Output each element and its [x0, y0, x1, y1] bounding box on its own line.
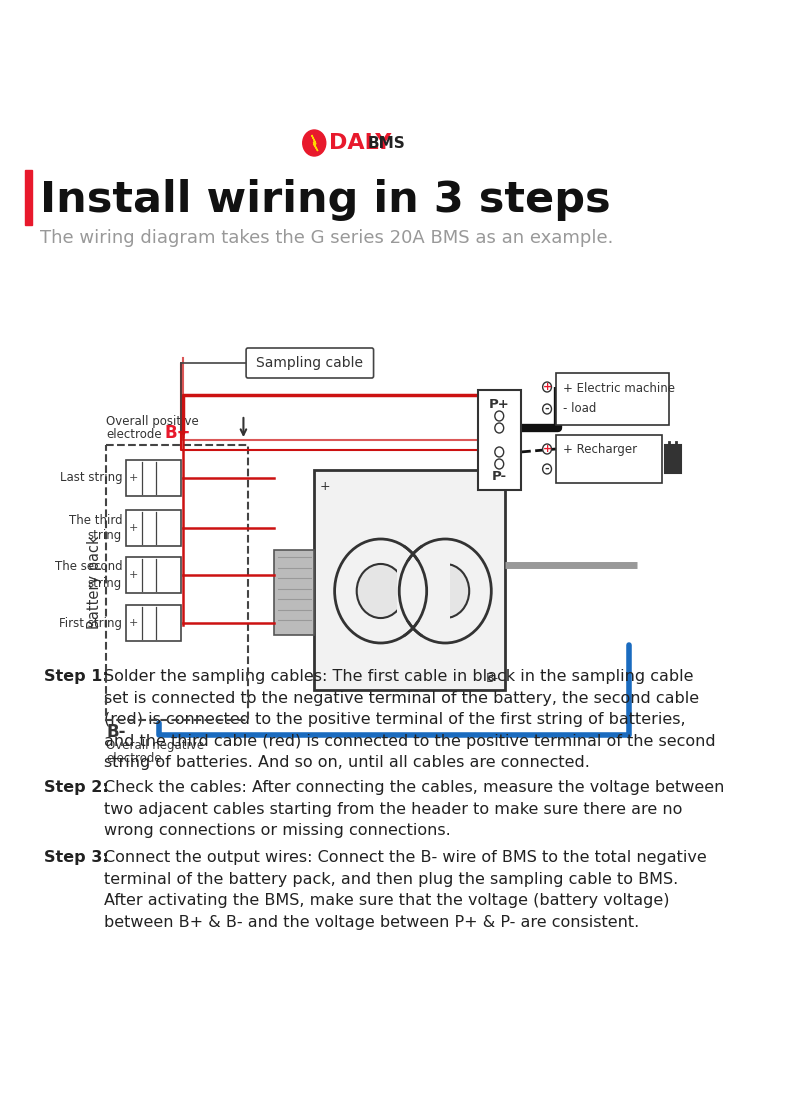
Text: Check the cables: After connecting the cables, measure the voltage between
two a: Check the cables: After connecting the c…	[105, 780, 725, 838]
Circle shape	[495, 459, 504, 469]
Text: +: +	[130, 473, 138, 483]
Text: The second
string: The second string	[54, 560, 122, 590]
Bar	[126, 605, 181, 641]
Text: -: -	[545, 404, 550, 414]
Bar	[126, 557, 181, 593]
Text: + Recharger: + Recharger	[563, 443, 637, 456]
Text: +: +	[319, 480, 330, 493]
Bar	[665, 445, 681, 473]
Circle shape	[495, 411, 504, 421]
Text: B-: B-	[106, 723, 126, 741]
Circle shape	[542, 383, 551, 392]
Bar	[126, 460, 181, 496]
Text: Overall positive: Overall positive	[106, 415, 199, 429]
Bar	[397, 561, 450, 621]
Circle shape	[422, 564, 470, 618]
Text: +: +	[130, 523, 138, 533]
Text: Connect the output wires: Connect the B- wire of BMS to the total negative
termi: Connect the output wires: Connect the B-…	[105, 850, 707, 929]
Circle shape	[495, 447, 504, 457]
Text: P+: P+	[489, 398, 510, 411]
Text: Sampling cable: Sampling cable	[256, 356, 363, 370]
Circle shape	[542, 464, 551, 473]
Text: The third
string: The third string	[69, 514, 122, 543]
Circle shape	[495, 423, 504, 433]
Bar	[126, 510, 181, 546]
Text: P-: P-	[492, 469, 507, 482]
Bar	[25, 170, 32, 225]
Text: Solder the sampling cables: The first cable in black in the sampling cable
set i: Solder the sampling cables: The first ca…	[105, 669, 716, 770]
Text: +: +	[130, 570, 138, 580]
Circle shape	[302, 130, 326, 156]
Text: Last string: Last string	[59, 471, 122, 484]
Text: +: +	[130, 618, 138, 628]
Text: Step 2:: Step 2:	[44, 780, 109, 795]
Circle shape	[357, 564, 405, 618]
Circle shape	[542, 444, 551, 454]
Text: DALY: DALY	[330, 133, 392, 153]
Text: +: +	[542, 444, 552, 454]
Bar	[556, 435, 662, 483]
Text: - load: - load	[563, 402, 596, 415]
Text: -: -	[545, 464, 550, 473]
Text: Install wiring in 3 steps: Install wiring in 3 steps	[40, 179, 610, 221]
Text: P-: P-	[487, 480, 499, 493]
Bar	[314, 470, 505, 690]
Text: +: +	[542, 383, 552, 392]
Text: B-: B-	[486, 672, 499, 685]
Text: BMS: BMS	[367, 137, 405, 151]
Text: Step 1:: Step 1:	[44, 669, 109, 684]
Bar	[556, 373, 670, 425]
Text: Step 3:: Step 3:	[44, 850, 109, 865]
Polygon shape	[311, 135, 318, 151]
Text: + Electric machine: + Electric machine	[563, 381, 675, 395]
Text: Battery pack: Battery pack	[87, 536, 102, 629]
Bar	[478, 390, 521, 490]
Text: Overall negative: Overall negative	[106, 739, 204, 752]
Text: B+: B+	[165, 424, 191, 442]
FancyBboxPatch shape	[246, 349, 374, 378]
Circle shape	[542, 404, 551, 414]
Text: The wiring diagram takes the G series 20A BMS as an example.: The wiring diagram takes the G series 20…	[40, 229, 614, 247]
Bar	[274, 550, 314, 635]
Text: electrode: electrode	[106, 752, 162, 765]
Text: electrode: electrode	[106, 429, 162, 442]
Text: First string: First string	[59, 616, 122, 629]
